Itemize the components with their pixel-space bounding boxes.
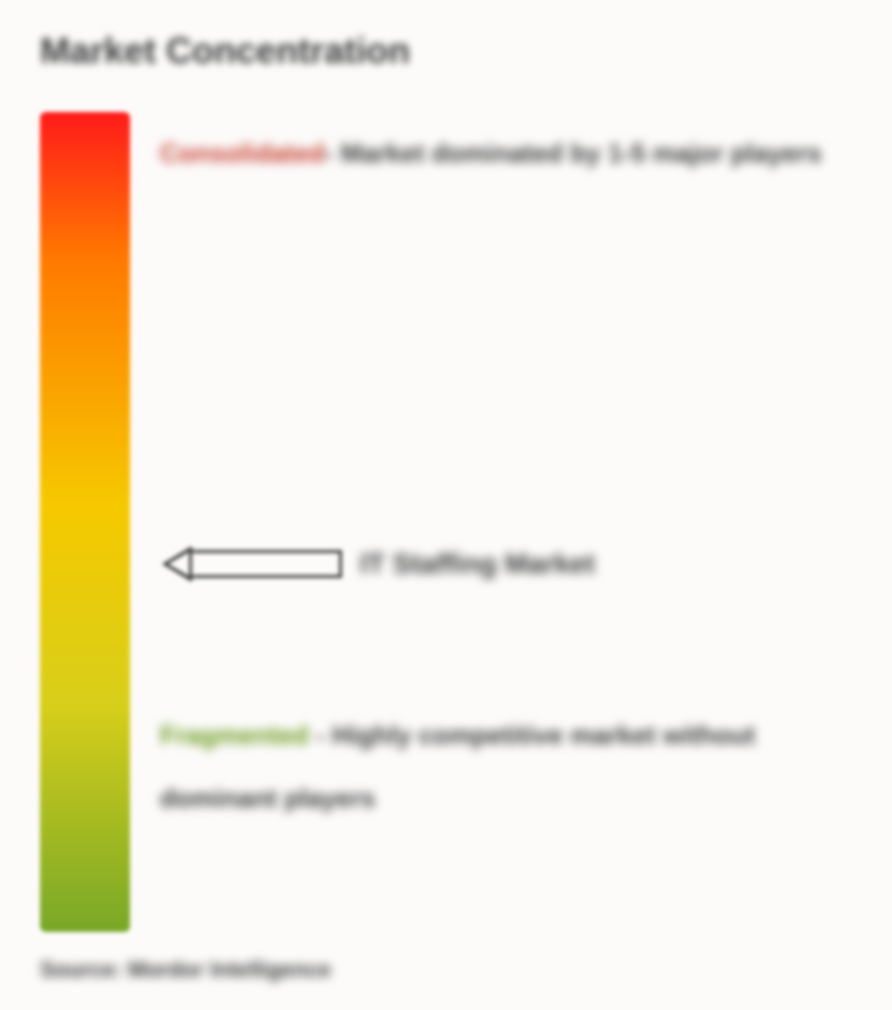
fragmented-block: Fragmented - Highly competitive market w…: [160, 704, 852, 829]
arrow-left-icon: [160, 544, 345, 584]
consolidated-text: - Market dominated by 1-5 major players: [325, 138, 822, 168]
marker-label: IT Staffing Market: [360, 548, 595, 580]
body-area: Consolidated- Market dominated by 1-5 ma…: [40, 112, 852, 932]
consolidated-label: Consolidated: [160, 138, 325, 168]
right-column: Consolidated- Market dominated by 1-5 ma…: [160, 112, 852, 932]
marker-block: IT Staffing Market: [160, 544, 852, 584]
consolidated-block: Consolidated- Market dominated by 1-5 ma…: [160, 122, 852, 184]
source-text: Source: Mordor Intelligence: [40, 957, 852, 983]
concentration-gradient-bar: [40, 112, 130, 932]
fragmented-label: Fragmented: [160, 720, 309, 750]
page-title: Market Concentration: [40, 30, 852, 72]
infographic-container: Market Concentration Consolidated- Marke…: [40, 30, 852, 980]
